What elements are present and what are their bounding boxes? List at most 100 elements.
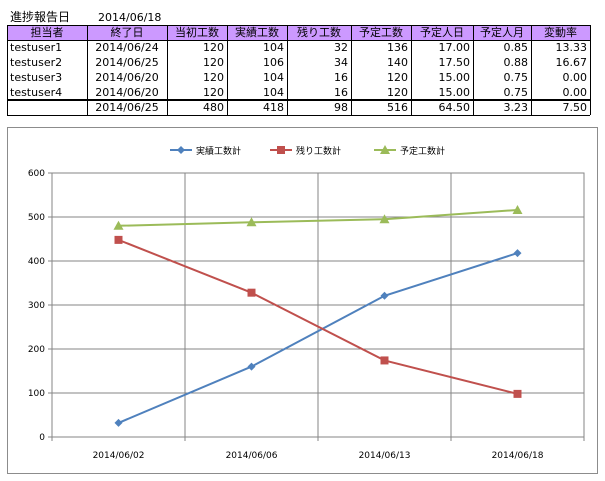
y-tick-label: 100 — [28, 389, 45, 399]
table-cell[interactable]: 120 — [203, 41, 224, 54]
series-line-1 — [118, 252, 518, 424]
total-cell[interactable]: 480 — [203, 101, 224, 114]
y-tick-label: 200 — [28, 345, 45, 355]
table-cell[interactable]: 0.88 — [503, 56, 529, 69]
legend-marker — [380, 145, 390, 154]
data-point-series-3 — [246, 217, 257, 227]
table-cell[interactable]: 104 — [263, 86, 284, 99]
table-cell[interactable]: 104 — [263, 41, 284, 54]
table-gridline — [7, 40, 590, 41]
legend-label: 実績工数計 — [196, 145, 241, 157]
table-cell[interactable]: 16.67 — [555, 56, 588, 69]
table-cell[interactable]: 17.50 — [438, 56, 471, 69]
table-cell[interactable]: testuser3 — [10, 71, 63, 84]
table-cell[interactable]: 120 — [203, 86, 224, 99]
total-cell[interactable] — [7, 100, 87, 115]
series-line-3 — [118, 208, 518, 227]
legend-label: 残り工数計 — [296, 145, 341, 157]
table-gridline — [7, 115, 590, 116]
total-cell[interactable]: 98 — [334, 101, 348, 114]
column-header[interactable]: 残り工数 — [287, 25, 351, 40]
series-line-2 — [118, 238, 518, 395]
data-point-series-2 — [380, 356, 389, 365]
table-cell[interactable]: 120 — [203, 71, 224, 84]
total-cell[interactable]: 2014/06/25 — [95, 101, 159, 114]
table-cell[interactable]: testuser2 — [10, 56, 63, 69]
data-point-series-3 — [113, 220, 124, 230]
table-cell[interactable]: 2014/06/24 — [95, 41, 159, 54]
column-header[interactable]: 予定人日 — [411, 25, 473, 40]
table-cell[interactable]: 120 — [387, 71, 408, 84]
data-point-series-1 — [114, 418, 123, 427]
table-gridline — [590, 25, 591, 115]
table-gridline — [7, 99, 590, 100]
total-cell[interactable]: 516 — [387, 101, 408, 114]
x-tick-label: 2014/06/06 — [226, 451, 278, 461]
data-point-series-2 — [114, 235, 123, 244]
total-cell[interactable]: 418 — [263, 101, 284, 114]
table-cell[interactable]: 17.00 — [438, 41, 471, 54]
table-gridline — [7, 100, 590, 101]
table-cell[interactable]: 34 — [334, 56, 348, 69]
table-gridline — [531, 25, 532, 115]
table-cell[interactable]: 0.00 — [562, 86, 588, 99]
table-gridline — [167, 25, 168, 115]
data-point-series-1 — [247, 362, 256, 371]
table-cell[interactable]: 2014/06/25 — [95, 56, 159, 69]
table-cell[interactable]: 16 — [334, 86, 348, 99]
table-cell[interactable]: 32 — [334, 41, 348, 54]
column-header[interactable]: 予定人月 — [473, 25, 531, 40]
column-header[interactable]: 終了日 — [87, 25, 167, 40]
table-cell[interactable]: 15.00 — [438, 86, 471, 99]
report-date-cell[interactable]: 2014/06/18 — [98, 11, 162, 24]
table-cell[interactable]: testuser1 — [10, 41, 63, 54]
total-cell[interactable]: 64.50 — [438, 101, 471, 114]
table-cell[interactable]: 104 — [263, 71, 284, 84]
chart-canvas: 0 100 200 300 400 500 600 2014/06/02 2014/06/06 2… — [28, 145, 585, 461]
table-gridline — [227, 25, 228, 115]
data-point-series-2 — [513, 389, 522, 398]
total-cell[interactable]: 3.23 — [503, 101, 529, 114]
legend-label: 予定工数計 — [400, 145, 445, 157]
x-tick-label: 2014/06/18 — [492, 451, 544, 461]
y-tick-label: 500 — [28, 213, 45, 223]
table-cell[interactable]: 120 — [203, 56, 224, 69]
data-point-series-3 — [512, 204, 523, 214]
table-cell[interactable]: 0.75 — [503, 71, 529, 84]
table-cell[interactable]: 0.85 — [503, 41, 529, 54]
table-cell[interactable]: 0.75 — [503, 86, 529, 99]
data-point-series-1 — [380, 291, 389, 300]
table-cell[interactable]: 136 — [387, 41, 408, 54]
table-gridline — [351, 25, 352, 115]
x-tick-label: 2014/06/13 — [359, 451, 411, 461]
table-cell[interactable]: 106 — [263, 56, 284, 69]
legend-marker — [177, 146, 185, 154]
column-header[interactable]: 担当者 — [7, 25, 87, 40]
table-cell[interactable]: 2014/06/20 — [95, 71, 159, 84]
table-gridline — [7, 25, 8, 115]
table-cell[interactable]: 140 — [387, 56, 408, 69]
table-cell[interactable]: 0.00 — [562, 71, 588, 84]
column-header[interactable]: 予定工数 — [351, 25, 411, 40]
data-point-series-1 — [513, 249, 522, 258]
legend-marker — [277, 146, 285, 154]
column-header[interactable]: 実績工数 — [227, 25, 287, 40]
y-tick-label: 600 — [28, 169, 45, 179]
total-cell[interactable]: 7.50 — [562, 101, 588, 114]
report-title-cell[interactable]: 進捗報告日 — [10, 10, 71, 24]
table-gridline — [411, 25, 412, 115]
table-gridline — [87, 25, 88, 115]
column-header[interactable]: 変動率 — [531, 25, 590, 40]
table-cell[interactable]: 2014/06/20 — [95, 86, 159, 99]
column-header[interactable]: 当初工数 — [167, 25, 227, 40]
table-cell[interactable]: 120 — [387, 86, 408, 99]
line-chart[interactable]: 0 100 200 300 400 500 600 2014/06/02 2014/06/06 2… — [7, 127, 598, 474]
y-tick-label: 400 — [28, 257, 45, 267]
table-cell[interactable]: 16 — [334, 71, 348, 84]
table-cell[interactable]: 13.33 — [555, 41, 588, 54]
y-tick-label: 300 — [28, 301, 45, 311]
table-cell[interactable]: 15.00 — [438, 71, 471, 84]
table-cell[interactable]: testuser4 — [10, 86, 63, 99]
table-gridline — [287, 25, 288, 115]
